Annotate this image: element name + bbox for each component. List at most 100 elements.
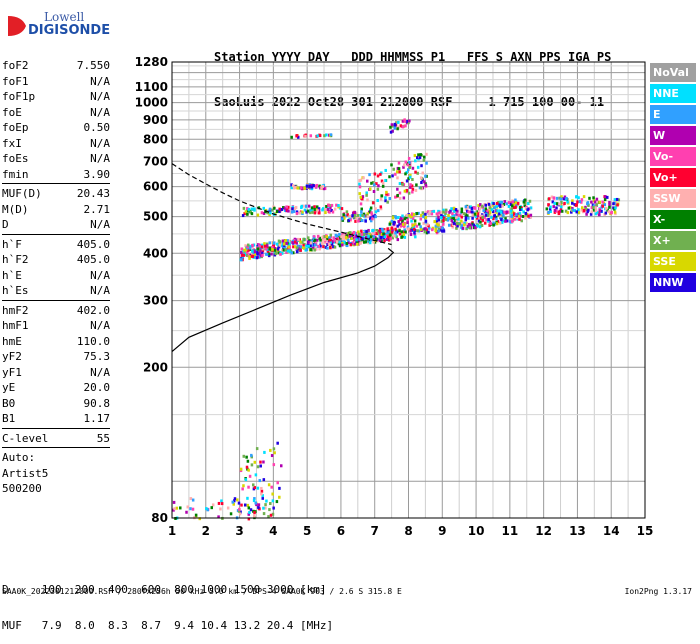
- echo-point: [496, 203, 500, 207]
- echo-point: [344, 214, 348, 218]
- echo-point: [291, 184, 295, 188]
- echo-point: [310, 206, 314, 210]
- echo-point: [456, 224, 459, 228]
- echo-point: [450, 217, 454, 221]
- echo-point: [403, 119, 407, 123]
- param-name: yE: [2, 381, 16, 394]
- echo-point: [325, 133, 328, 137]
- model-trace-dashed: [171, 163, 392, 246]
- echo-point: [317, 207, 321, 211]
- echo-point: [260, 489, 264, 493]
- echo-point: [478, 225, 482, 229]
- echo-point: [251, 249, 254, 253]
- echo-point: [313, 207, 316, 211]
- echo-point: [280, 464, 283, 468]
- echo-point: [219, 507, 222, 511]
- echo-point: [580, 208, 584, 212]
- echo-point: [342, 235, 345, 239]
- echo-point: [279, 252, 282, 256]
- echo-point: [603, 203, 607, 207]
- legend-item-vo: Vo-: [650, 147, 696, 166]
- echo-point: [259, 464, 262, 468]
- echo-point: [397, 161, 401, 165]
- echo-point: [393, 234, 396, 238]
- echo-point: [278, 210, 281, 214]
- echo-point: [345, 242, 349, 246]
- echo-point: [393, 126, 397, 130]
- echo-point: [600, 209, 603, 213]
- echo-point: [408, 163, 412, 167]
- echo-point: [285, 205, 288, 209]
- echo-point: [484, 213, 488, 217]
- echo-point: [577, 196, 580, 200]
- echo-point: [250, 252, 254, 256]
- logo-line2: DIGISONDE: [28, 23, 111, 38]
- param-name: h`F2: [2, 253, 29, 266]
- echo-point: [488, 206, 492, 210]
- echo-point: [266, 248, 269, 252]
- echo-point: [582, 208, 586, 212]
- echo-point: [316, 234, 320, 238]
- echo-point: [354, 217, 358, 221]
- echo-point: [326, 246, 329, 250]
- x-tick-label: 15: [637, 524, 654, 538]
- echo-point: [461, 211, 465, 215]
- echo-point: [455, 215, 458, 219]
- echo-point: [467, 216, 470, 220]
- param-name: B0: [2, 396, 16, 410]
- echo-point: [242, 253, 246, 257]
- echo-point: [406, 168, 410, 172]
- echo-point: [194, 513, 198, 517]
- echo-point: [423, 180, 426, 184]
- echo-point: [360, 210, 363, 214]
- echo-point: [559, 197, 563, 201]
- echo-point: [555, 206, 558, 210]
- echo-point: [381, 229, 385, 233]
- echo-point: [338, 233, 341, 237]
- echo-point: [574, 203, 578, 207]
- echo-point: [458, 213, 462, 217]
- echo-point: [371, 228, 375, 232]
- echo-point: [446, 218, 450, 222]
- echo-point: [517, 214, 521, 218]
- echo-point: [260, 211, 264, 215]
- echo-point: [517, 212, 520, 216]
- echo-point: [479, 203, 482, 207]
- echo-point: [293, 186, 296, 190]
- echo-point: [371, 232, 374, 236]
- echo-point: [348, 234, 352, 238]
- echo-point: [330, 203, 334, 207]
- echo-point: [390, 163, 393, 167]
- echo-point: [392, 167, 395, 171]
- echo-point: [377, 184, 380, 188]
- x-tick-label: 1: [168, 524, 176, 538]
- echo-point: [420, 181, 423, 185]
- echo-point: [388, 228, 392, 232]
- echo-point: [281, 244, 284, 248]
- echo-point: [406, 221, 409, 225]
- legend-item-x: X+: [650, 231, 696, 250]
- echo-point: [244, 210, 248, 214]
- echo-point: [273, 451, 276, 455]
- echo-point: [464, 213, 468, 217]
- echo-point: [553, 210, 557, 214]
- echo-point: [463, 212, 466, 216]
- echo-point: [242, 206, 246, 210]
- echo-point: [378, 234, 382, 238]
- echo-point: [401, 214, 404, 218]
- echo-point: [329, 246, 332, 250]
- echo-point: [375, 182, 378, 186]
- echo-point: [399, 217, 403, 221]
- echo-point: [305, 184, 309, 188]
- echo-point: [590, 206, 594, 210]
- echo-point: [509, 220, 512, 224]
- param-value: N/A: [90, 365, 110, 379]
- echo-point: [340, 207, 344, 211]
- echo-point: [397, 120, 400, 124]
- echo-point: [298, 211, 301, 215]
- echo-point: [410, 212, 414, 216]
- echo-point: [414, 159, 417, 163]
- echo-point: [376, 237, 379, 241]
- echo-point: [409, 183, 412, 187]
- echo-point: [265, 242, 269, 246]
